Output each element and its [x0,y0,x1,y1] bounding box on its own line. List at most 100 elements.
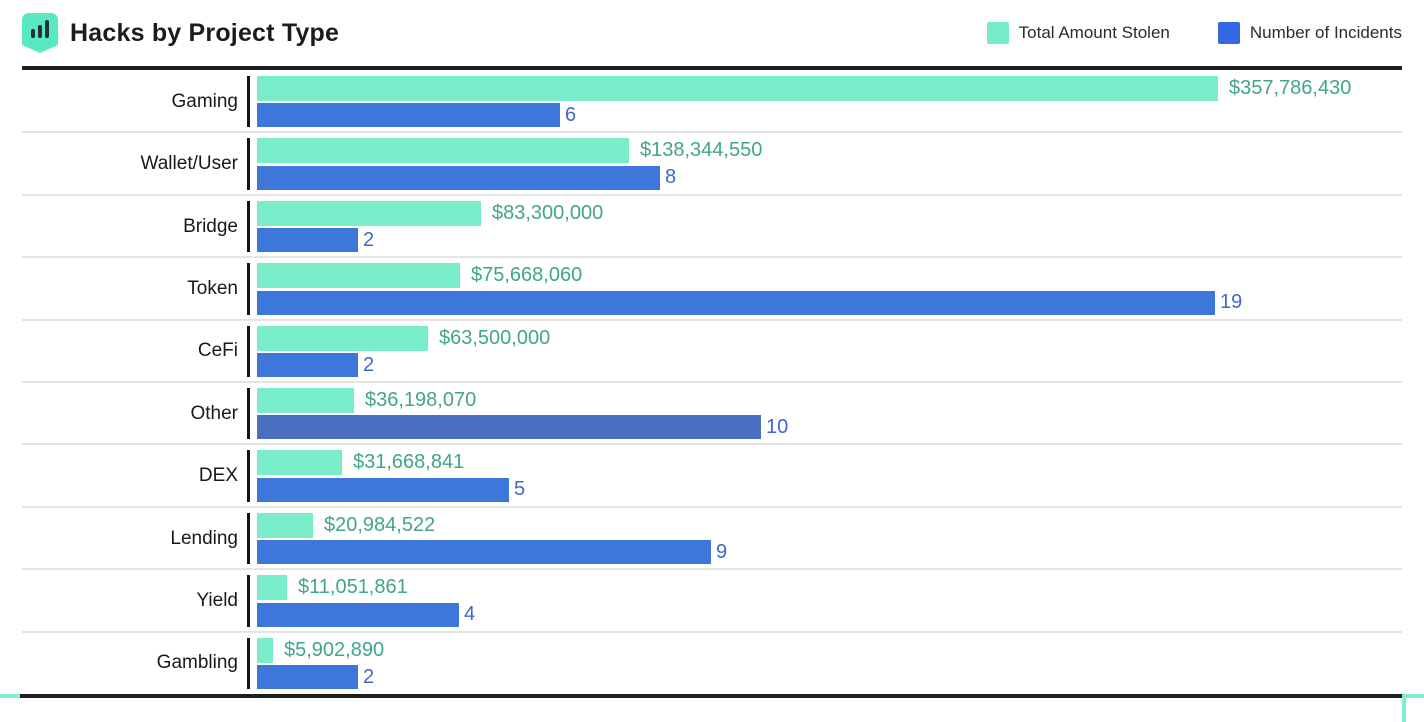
legend-label-amount: Total Amount Stolen [1018,23,1170,42]
incidents-value-label: 2 [363,228,375,251]
chart-row: Lending $20,984,522 9 [0,505,1424,569]
axis-tick [247,388,250,440]
amount-value-label: $11,051,861 [298,576,408,599]
legend-item-incidents: Number of Incidents [1217,22,1402,44]
row-divider [22,256,1402,259]
chart-rows: Gaming $357,786,430 6 Wallet/User [0,70,1424,694]
row-category-label: CeFi [197,340,238,362]
amount-bar [257,76,1218,101]
incidents-value-label: 4 [464,603,476,626]
row-divider [22,568,1402,571]
amount-value-label: $36,198,070 [365,389,477,412]
axis-tick [247,76,250,128]
axis-tick [247,450,250,502]
row-category-label: DEX [198,465,238,487]
incidents-bar [257,665,358,690]
chart-baseline [20,694,1402,698]
incidents-value-label: 2 [363,353,375,376]
row-bars: $36,198,070 10 [257,388,1424,440]
incidents-bar [257,290,1215,315]
axis-tick [247,575,250,627]
amount-value-label: $31,668,841 [353,451,465,474]
row-divider [22,630,1402,633]
chart-row: Gaming $357,786,430 6 [0,70,1424,132]
row-divider [22,505,1402,508]
chart-header: Hacks by Project Type Total Amount Stole… [0,0,1424,66]
axis-tick [247,200,250,253]
row-category-label: Lending [170,527,238,549]
axis-tick [247,637,250,690]
chart-row: Gambling $5,902,890 2 [0,630,1424,694]
chart-row: CeFi $63,500,000 2 [0,318,1424,382]
incidents-value-label: 19 [1220,291,1243,314]
row-divider [22,443,1402,446]
axis-tick [247,325,250,378]
amount-bar [257,575,287,601]
row-bars: $63,500,000 2 [257,325,1424,378]
incidents-swatch-icon [1217,22,1240,44]
bar-chart-icon [31,20,49,38]
amount-value-label: $83,300,000 [492,201,604,224]
amount-bar [257,637,273,663]
incidents-bar [257,228,358,253]
amount-bar [257,512,313,538]
row-category-label: Yield [196,589,238,611]
incidents-bar [257,540,711,565]
incidents-bar [257,353,358,378]
bar-chart-badge-icon [22,13,58,53]
amount-bar [257,450,342,476]
incidents-value-label: 10 [766,415,789,438]
amount-value-label: $138,344,550 [640,139,763,162]
amount-value-label: $63,500,000 [439,326,551,349]
page-title: Hacks by Project Type [70,18,340,47]
row-category-label: Wallet/User [140,153,238,175]
axis-tick [247,263,250,315]
incidents-bar [257,103,560,128]
legend-label-incidents: Number of Incidents [1249,23,1402,42]
chart-row: Yield $11,051,861 4 [0,568,1424,631]
chart-row: Wallet/User $138,344,550 8 [0,131,1424,194]
row-bars: $75,668,060 19 [257,263,1424,315]
row-category-label: Bridge [183,215,238,237]
incidents-value-label: 6 [565,103,577,126]
amount-bar [257,388,354,414]
amount-value-label: $20,984,522 [324,513,436,536]
row-bars: $83,300,000 2 [257,200,1424,253]
row-category-label: Gambling [156,652,238,674]
row-divider [22,193,1402,196]
amount-bar [257,200,481,226]
incidents-value-label: 5 [514,478,526,501]
incidents-bar [257,415,761,440]
incidents-value-label: 2 [363,665,375,688]
amount-bar [257,263,460,289]
incidents-value-label: 9 [716,540,728,563]
legend: Total Amount Stolen Number of Incidents [986,22,1402,44]
amount-swatch-icon [986,22,1009,44]
row-divider [22,381,1402,384]
row-divider [22,131,1402,134]
incidents-bar [257,602,459,627]
axis-tick [247,138,250,190]
chart-row: Other $36,198,070 10 [0,381,1424,444]
row-divider [22,318,1402,321]
row-bars: $11,051,861 4 [257,575,1424,627]
row-bars: $138,344,550 8 [257,138,1424,190]
incidents-bar [257,477,509,502]
amount-value-label: $75,668,060 [471,264,583,287]
legend-item-amount: Total Amount Stolen [986,22,1170,44]
row-bars: $31,668,841 5 [257,450,1424,502]
row-bars: $5,902,890 2 [257,637,1424,690]
chart-row: Token $75,668,060 19 [0,256,1424,319]
amount-value-label: $5,902,890 [284,638,385,661]
chart-row: Bridge $83,300,000 2 [0,193,1424,257]
amount-bar [257,138,629,164]
row-bars: $357,786,430 6 [257,76,1424,128]
row-bars: $20,984,522 9 [257,512,1424,565]
incidents-bar [257,165,660,190]
row-category-label: Gaming [171,90,238,112]
chart-row: DEX $31,668,841 5 [0,443,1424,506]
amount-bar [257,325,428,351]
header-divider [22,66,1402,70]
amount-value-label: $357,786,430 [1229,77,1352,99]
